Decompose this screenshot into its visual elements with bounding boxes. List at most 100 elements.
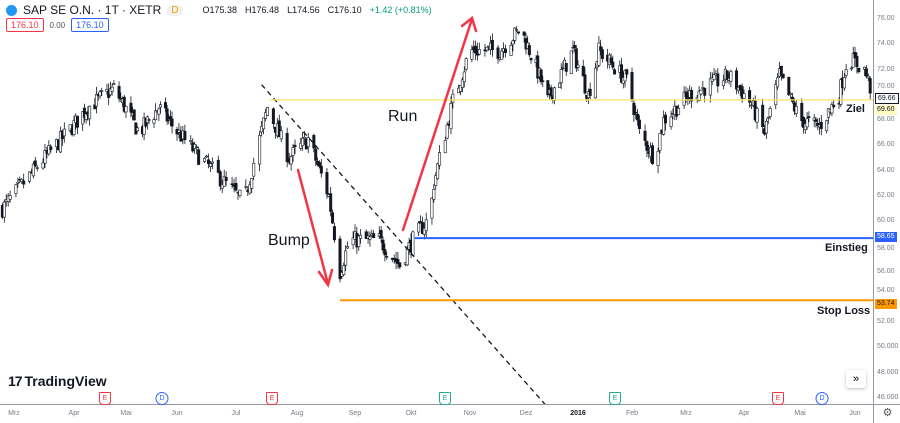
candle bbox=[470, 49, 474, 60]
candle bbox=[112, 83, 116, 85]
candle bbox=[81, 111, 85, 125]
candle bbox=[424, 219, 428, 232]
candle bbox=[522, 31, 526, 36]
candle bbox=[357, 235, 361, 248]
stop-loss-label: Stop Loss bbox=[817, 305, 871, 317]
candle bbox=[729, 70, 733, 82]
candle bbox=[250, 178, 254, 189]
candle bbox=[165, 108, 169, 122]
candle bbox=[359, 234, 363, 239]
candle bbox=[664, 114, 668, 124]
candle bbox=[379, 230, 383, 239]
candle bbox=[342, 265, 346, 275]
candle bbox=[381, 239, 385, 251]
candle bbox=[564, 62, 568, 72]
candle bbox=[222, 176, 226, 187]
candle bbox=[22, 180, 26, 185]
candle bbox=[703, 87, 707, 96]
candle bbox=[842, 77, 846, 89]
candle bbox=[248, 184, 252, 194]
candle bbox=[197, 149, 201, 165]
price-tick: 70.00 bbox=[877, 82, 895, 90]
buy-button[interactable]: 176.10 bbox=[71, 18, 109, 32]
candle bbox=[620, 64, 624, 83]
candle bbox=[436, 163, 440, 179]
sap-logo-icon bbox=[6, 4, 17, 16]
candle bbox=[636, 113, 640, 121]
bump-arrow bbox=[296, 168, 334, 288]
candle bbox=[43, 150, 47, 164]
candle bbox=[597, 42, 601, 66]
candle bbox=[293, 144, 297, 147]
candle bbox=[708, 78, 712, 96]
earnings-marker[interactable]: E bbox=[439, 392, 451, 405]
candle bbox=[623, 70, 627, 82]
candle bbox=[826, 108, 830, 118]
gear-icon[interactable]: ⚙ bbox=[873, 404, 900, 423]
current-price-tag: 69.66 bbox=[875, 93, 899, 104]
candle bbox=[177, 129, 181, 133]
time-tick: Feb bbox=[625, 410, 639, 417]
candle bbox=[82, 107, 86, 118]
candle bbox=[776, 77, 780, 88]
candle bbox=[541, 80, 545, 82]
candle bbox=[632, 102, 636, 116]
candle bbox=[774, 84, 778, 106]
candle bbox=[662, 117, 666, 135]
candle bbox=[669, 116, 673, 127]
candle bbox=[136, 127, 140, 132]
candle bbox=[35, 167, 39, 169]
symbol-title[interactable]: SAP SE O.N. · 1T · XETR bbox=[23, 3, 162, 17]
price-tick: 68.00 bbox=[877, 116, 895, 124]
candle bbox=[645, 141, 649, 151]
earnings-marker[interactable]: E bbox=[266, 392, 278, 405]
price-chart[interactable] bbox=[0, 0, 873, 404]
candle bbox=[183, 130, 187, 141]
candle bbox=[832, 104, 836, 108]
dividend-marker[interactable]: D bbox=[155, 392, 169, 405]
price-axis[interactable]: 76.00 74.00 72.00 70.00 68.00 66.00 64.00 62.00… bbox=[873, 0, 900, 404]
candle bbox=[819, 121, 823, 129]
price-tick: 52.00 bbox=[877, 318, 895, 326]
candle bbox=[807, 116, 811, 119]
candle bbox=[289, 156, 293, 165]
earnings-marker[interactable]: E bbox=[609, 392, 621, 405]
candle bbox=[862, 66, 866, 70]
sell-button[interactable]: 176.10 bbox=[6, 18, 44, 32]
candle bbox=[766, 116, 770, 119]
candle bbox=[748, 90, 752, 103]
candle bbox=[794, 106, 798, 114]
candle bbox=[14, 184, 18, 194]
candle bbox=[314, 148, 318, 161]
candle bbox=[84, 113, 88, 120]
time-tick: Nov bbox=[463, 410, 477, 417]
candle bbox=[812, 117, 816, 121]
candle bbox=[490, 39, 494, 51]
candle bbox=[170, 118, 174, 127]
candle bbox=[781, 73, 785, 79]
double-chevron-right-icon[interactable]: » bbox=[846, 370, 866, 388]
candle bbox=[690, 89, 694, 102]
candle bbox=[230, 183, 234, 186]
candle bbox=[383, 249, 387, 256]
candle bbox=[768, 108, 772, 117]
time-axis[interactable]: Mrz Apr Mai Jun Jul Aug Sep Okt Nov Dez 2016 Feb Mrz… bbox=[0, 404, 873, 423]
time-tick: Okt bbox=[405, 410, 417, 417]
candle bbox=[658, 133, 662, 151]
dividend-marker[interactable]: D bbox=[815, 392, 829, 405]
candle bbox=[830, 104, 834, 114]
spread-value: 0.00 bbox=[49, 20, 66, 30]
einstieg-price-tag: 58.65 bbox=[875, 232, 897, 243]
time-tick: Mrz bbox=[680, 410, 692, 417]
candle bbox=[742, 93, 746, 99]
market-status-badge: D bbox=[167, 4, 183, 16]
candle bbox=[634, 112, 638, 114]
ohlc-close: C176.10 bbox=[327, 5, 362, 15]
tradingview-logo: 17 TradingView bbox=[8, 373, 107, 389]
time-tick: Jun bbox=[171, 410, 183, 417]
candle bbox=[93, 104, 97, 110]
candle bbox=[117, 85, 121, 99]
earnings-marker[interactable]: E bbox=[99, 392, 111, 405]
earnings-marker[interactable]: E bbox=[772, 392, 784, 405]
time-tick: 2016 bbox=[570, 410, 586, 417]
